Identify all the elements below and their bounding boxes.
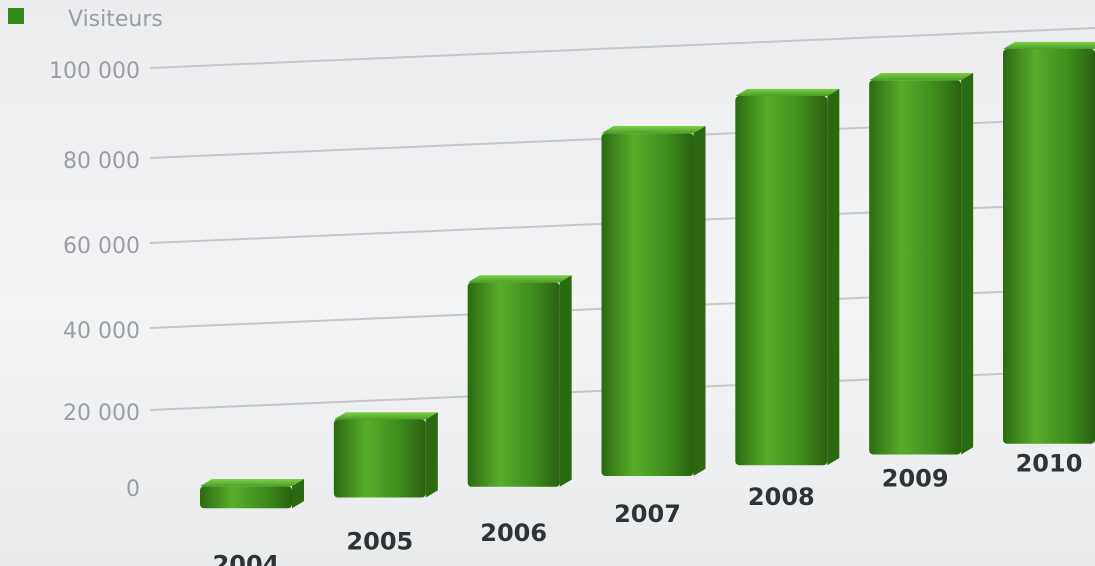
bar-2010 [1003, 41, 1095, 444]
bar-2005 [333, 412, 438, 498]
legend-label: Visiteurs [68, 7, 163, 32]
bars [200, 41, 1095, 509]
bar-2008 [735, 88, 840, 466]
y-tick-label: 40 000 [63, 319, 140, 344]
legend-swatch [8, 8, 24, 24]
bar-2006 [467, 275, 572, 487]
x-tick-label: 2005 [346, 528, 413, 556]
bar-front [735, 96, 828, 466]
bar-2007 [601, 126, 706, 477]
bar-side [559, 275, 572, 487]
legend: Visiteurs [8, 7, 163, 32]
x-tick-label: 2008 [748, 483, 815, 511]
y-axis: 0 20 000 40 000 60 000 80 000 100 000 [49, 59, 140, 502]
bar-front [333, 419, 426, 498]
bar-top [735, 88, 840, 97]
bar-side [292, 479, 304, 509]
bar-front [601, 133, 694, 477]
bar-2009 [869, 72, 974, 455]
y-tick-label: 20 000 [63, 401, 140, 426]
y-tick-label: 80 000 [63, 149, 140, 174]
bar-front [200, 486, 292, 509]
bar-top [467, 275, 572, 283]
bar-front [869, 80, 962, 455]
gridline [149, 27, 1095, 69]
bar-top [333, 412, 438, 420]
y-tick-label: 60 000 [63, 234, 140, 259]
bar-side [425, 412, 438, 498]
bar-2004 [200, 479, 304, 509]
bar-front [1003, 49, 1095, 444]
x-tick-label: 2009 [882, 464, 949, 492]
bar-front [467, 282, 560, 487]
bar-top [601, 126, 706, 134]
y-tick-label: 100 000 [49, 59, 140, 84]
bar-side [693, 126, 706, 476]
bar-top [200, 479, 304, 487]
x-tick-label: 2006 [480, 519, 547, 547]
x-tick-label: 2004 [213, 550, 280, 566]
x-axis: 2004 2005 2006 2007 2008 2009 2010 [213, 450, 1083, 566]
bar-top [1003, 41, 1095, 50]
bar-side [961, 72, 974, 455]
bar-side [827, 88, 840, 466]
bar-top [869, 72, 974, 81]
x-tick-label: 2010 [1016, 450, 1083, 478]
y-tick-label: 0 [126, 477, 140, 502]
x-tick-label: 2007 [614, 500, 681, 528]
